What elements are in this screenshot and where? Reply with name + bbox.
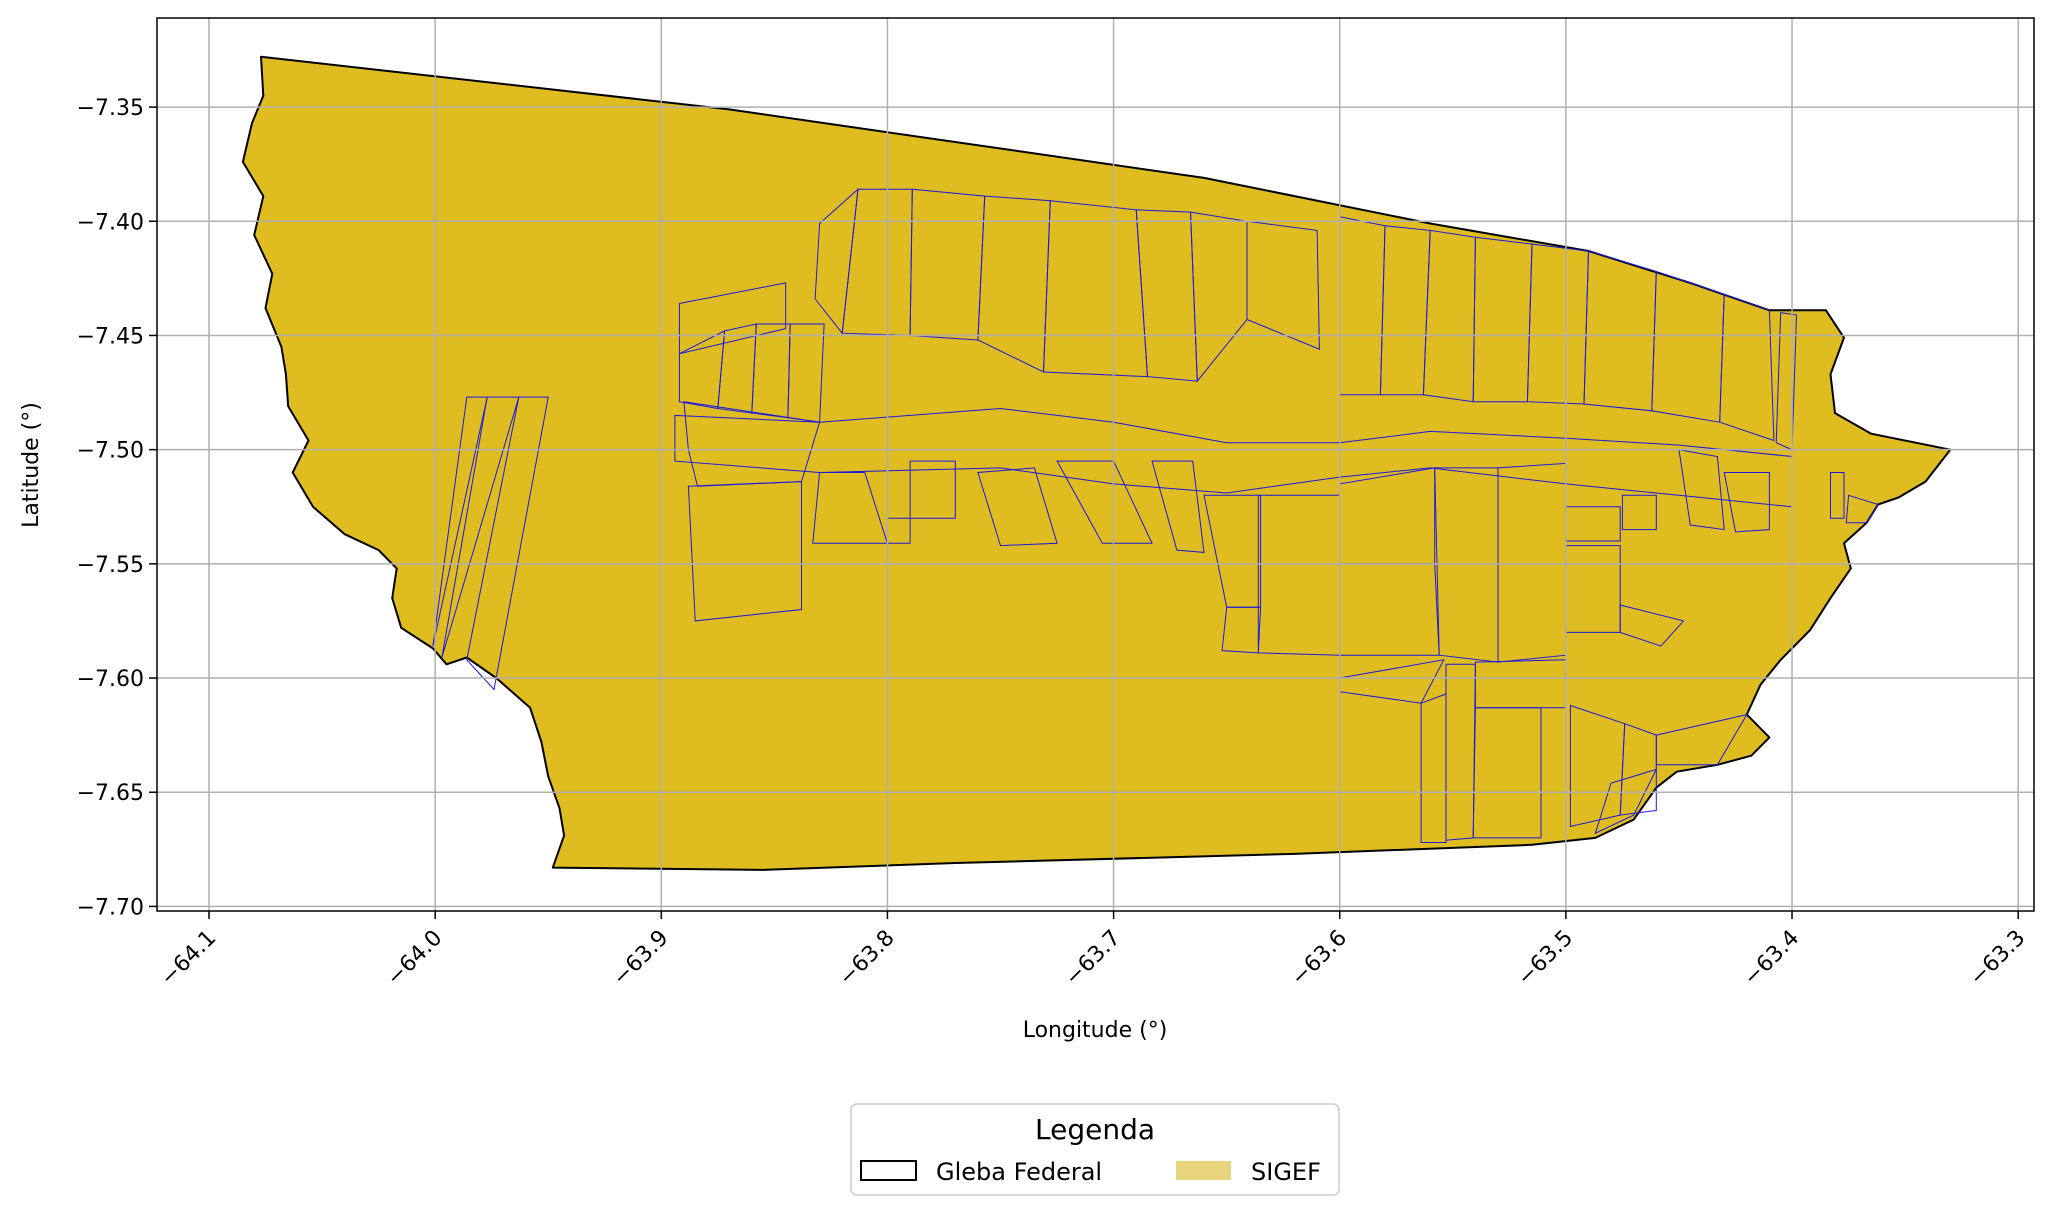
y-tick-label: −7.35 <box>77 96 144 121</box>
sigef-parcel <box>1246 220 1320 350</box>
x-axis-label: Longitude (°) <box>1023 1018 1168 1043</box>
x-tick-label: −63.4 <box>1739 926 1804 991</box>
x-axis-ticks: −64.1 −64.0 −63.9 −63.8 −63.7 −63.6 −63.5 −63.4… <box>156 911 2030 991</box>
sigef-parcel <box>1678 449 1725 531</box>
sigef-parcel <box>1619 723 1657 816</box>
x-tick-label: −64.1 <box>156 926 221 991</box>
gleba-federal-polygon <box>241 55 1952 871</box>
legend-title: Legenda <box>1035 1113 1155 1146</box>
sigef-parcel <box>678 282 787 355</box>
x-tick-label: −63.8 <box>834 926 899 991</box>
y-tick-label: −7.60 <box>77 667 144 692</box>
sigef-parcel <box>1655 713 1748 766</box>
sigef-parcel <box>1723 472 1770 533</box>
y-tick-label: −7.40 <box>77 210 144 235</box>
legend-label-gleba-federal: Gleba Federal <box>936 1158 1102 1186</box>
y-axis-ticks: −7.35 −7.40 −7.45 −7.50 −7.55 −7.60 −7.65 −7.70 <box>77 96 157 920</box>
legend-label-sigef: SIGEF <box>1251 1158 1321 1186</box>
legend: Legenda Gleba Federal SIGEF <box>850 1103 1340 1196</box>
x-tick-label: −64.0 <box>382 926 447 991</box>
y-tick-label: −7.45 <box>77 324 144 349</box>
sigef-parcel <box>1594 768 1658 835</box>
sigef-parcel <box>1420 693 1447 843</box>
sigef-parcel <box>1151 460 1205 553</box>
sigef-parcel <box>466 396 549 691</box>
legend-swatch-gleba-federal <box>860 1160 917 1181</box>
sigef-parcel <box>432 396 488 647</box>
sigef-parcel <box>909 460 956 519</box>
plot-area <box>156 17 2035 912</box>
y-tick-label: −7.55 <box>77 553 144 578</box>
map-layer <box>241 55 1952 871</box>
y-tick-label: −7.50 <box>77 439 144 464</box>
sigef-parcel <box>812 472 889 544</box>
x-tick-label: −63.5 <box>1513 926 1578 991</box>
x-tick-label: −63.3 <box>1965 926 2030 991</box>
x-tick-label: −63.6 <box>1287 926 1352 991</box>
sigef-parcel <box>687 481 802 622</box>
sigef-parcel <box>1719 293 1775 442</box>
x-tick-label: −63.9 <box>608 926 673 991</box>
sigef-parcel <box>1619 604 1685 647</box>
plot-frame <box>156 17 2035 912</box>
sigef-parcel <box>977 467 1058 547</box>
legend-swatch-sigef <box>1176 1161 1231 1180</box>
grid-lines <box>157 18 2034 911</box>
x-tick-label: −63.7 <box>1060 926 1125 991</box>
sigef-parcel <box>1056 460 1153 544</box>
y-axis-label: Latitude (°) <box>19 402 44 528</box>
sigef-parcel <box>1845 494 1879 524</box>
sigef-parcel <box>441 396 520 658</box>
y-tick-label: −7.65 <box>77 781 144 806</box>
y-tick-label: −7.70 <box>77 895 144 920</box>
sigef-parcel <box>1621 494 1657 531</box>
sigef-parcel <box>1830 472 1845 519</box>
